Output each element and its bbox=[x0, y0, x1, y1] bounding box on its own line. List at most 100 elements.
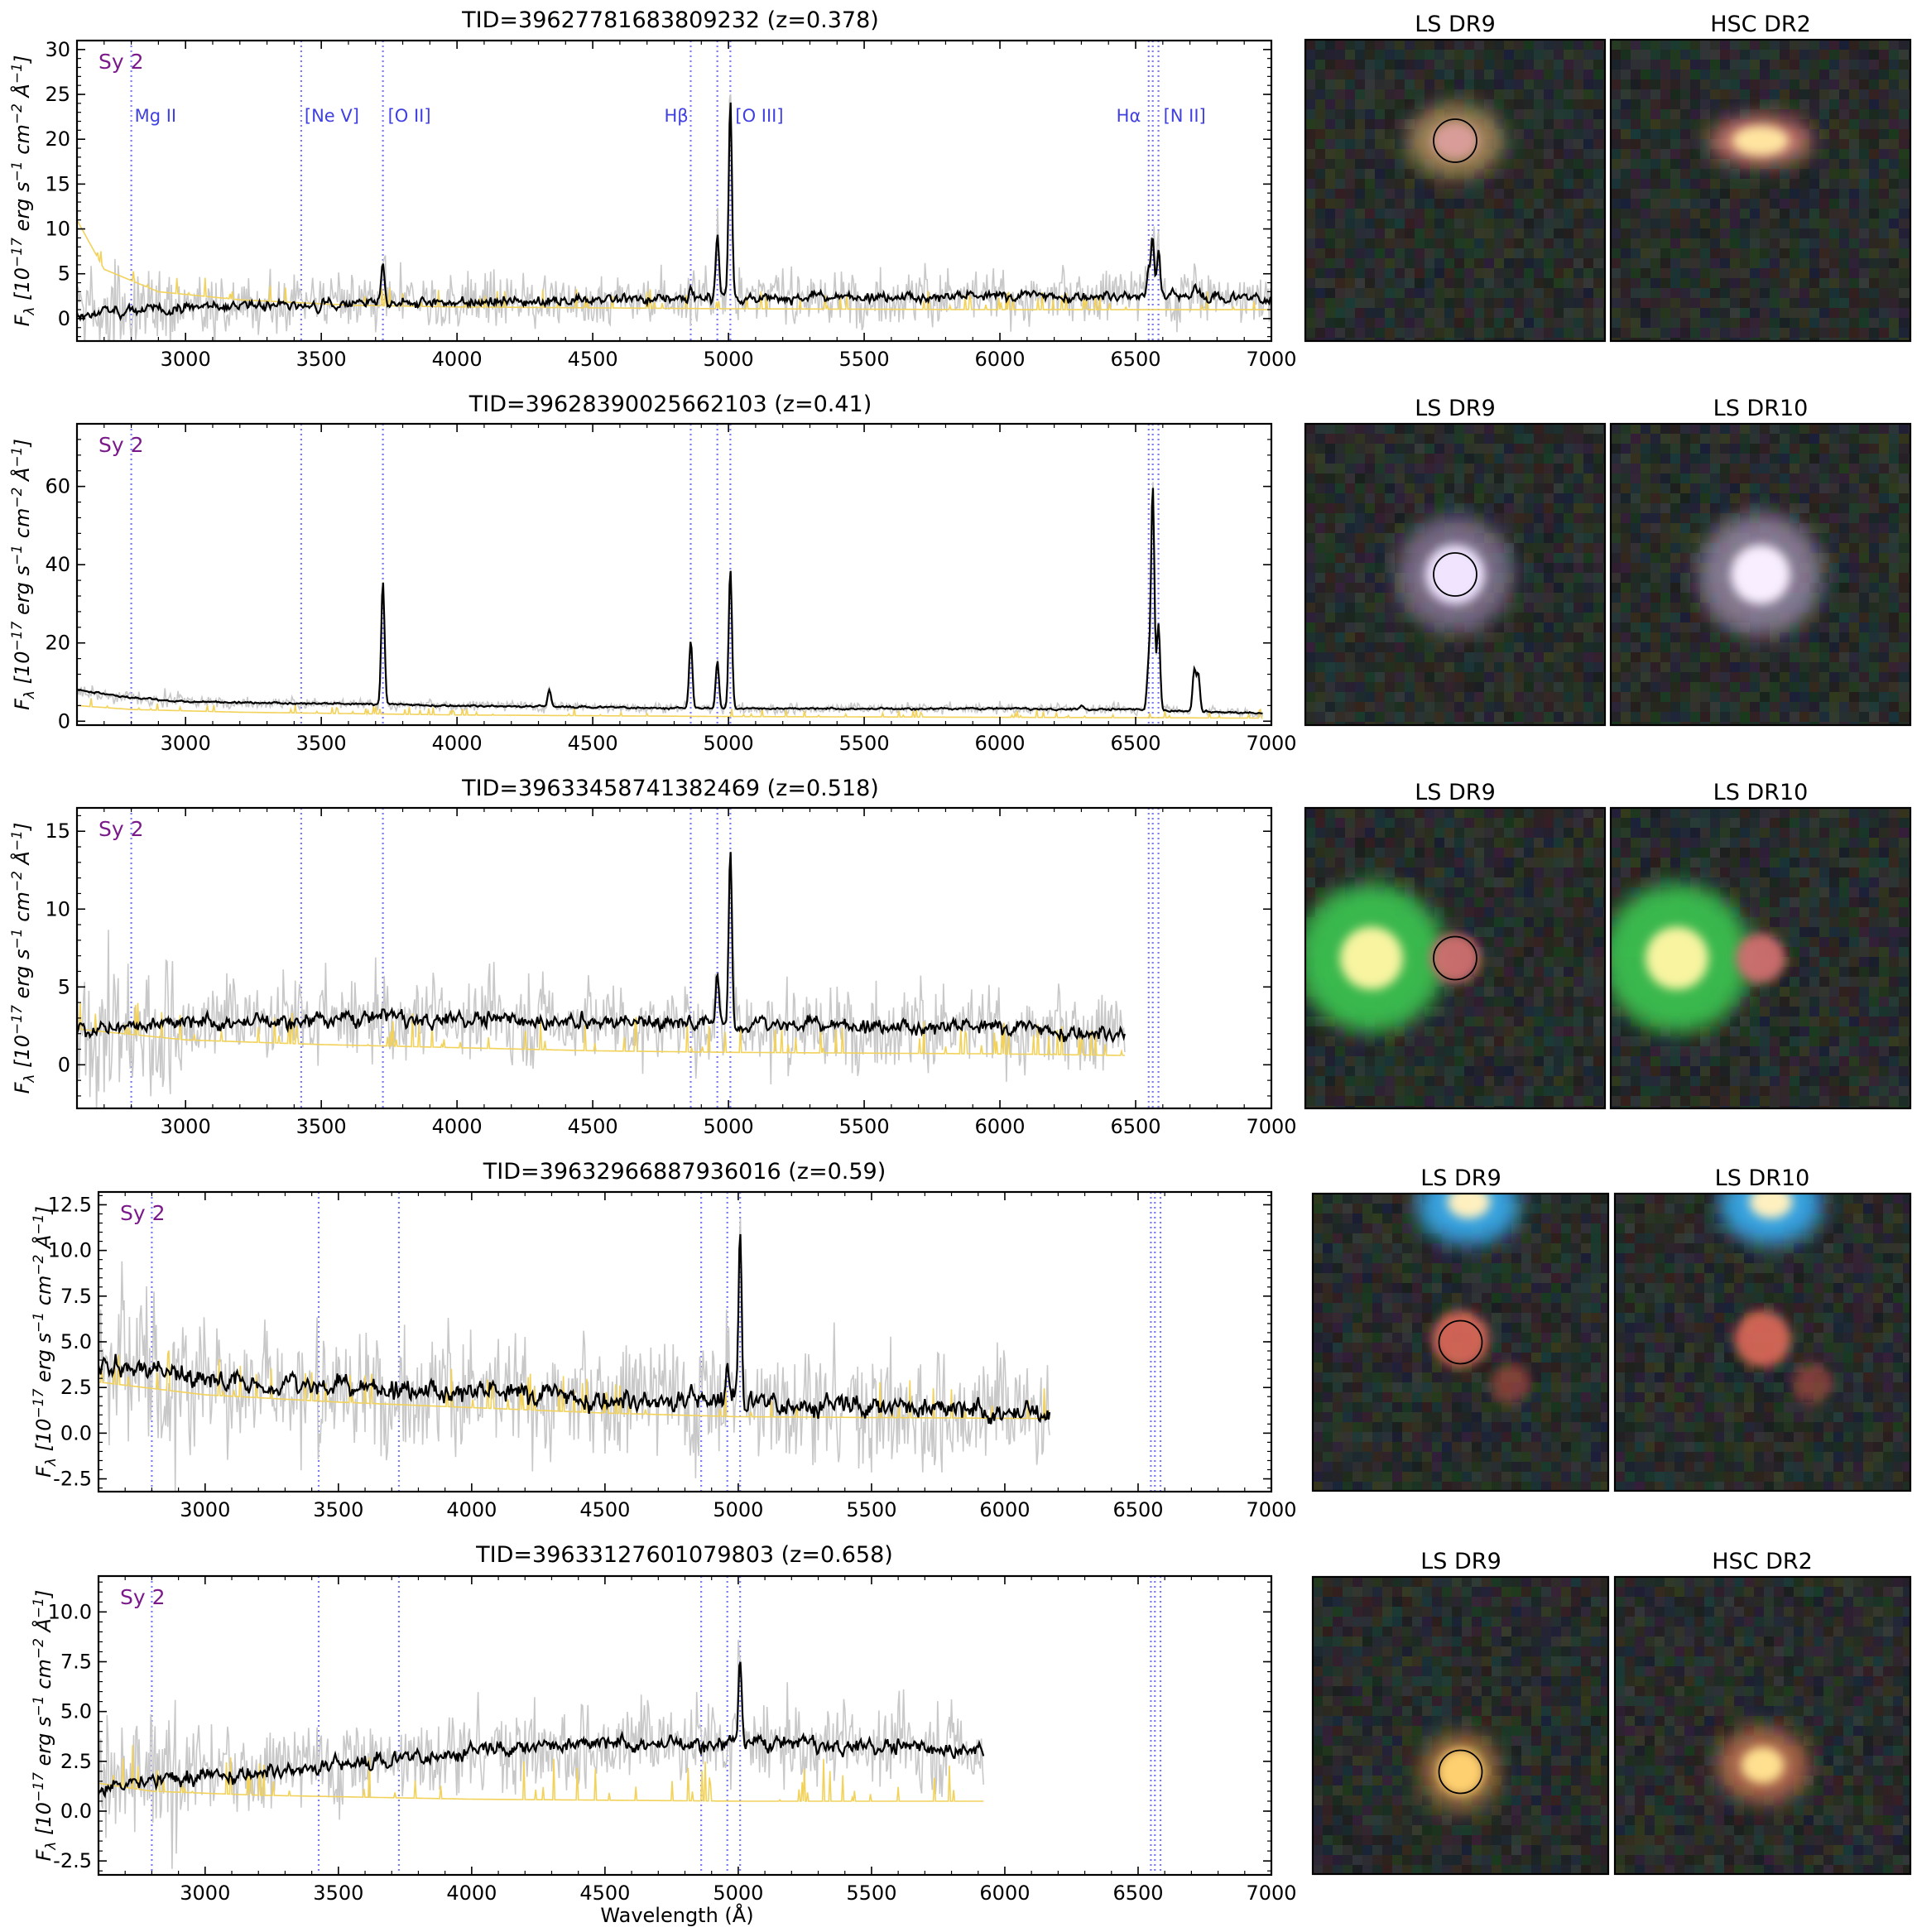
image-cutout: LS DR10 bbox=[1613, 1165, 1912, 1492]
x-tick-label: 4000 bbox=[446, 1498, 497, 1521]
line-label: Hα bbox=[1117, 106, 1141, 126]
x-tick-label: 6000 bbox=[979, 1882, 1030, 1905]
panel-title: TID=39628390025662103 (z=0.41) bbox=[468, 392, 872, 417]
cutout-label: LS DR10 bbox=[1713, 780, 1809, 805]
model-series bbox=[98, 1745, 984, 1802]
cutout-frame bbox=[1613, 1575, 1912, 1876]
cutout-label: LS DR9 bbox=[1420, 1549, 1501, 1574]
x-tick-label: 7000 bbox=[1246, 348, 1296, 371]
y-axis-label: Fλ [10−17 erg s−1 cm−2 Å−1] bbox=[9, 823, 38, 1094]
image-cutout: LS DR9 bbox=[1304, 396, 1607, 727]
class-label: Sy 2 bbox=[120, 1585, 166, 1609]
y-tick-label: 0 bbox=[58, 709, 70, 733]
smoothed-flux-series bbox=[77, 102, 1271, 322]
aperture-circle bbox=[1433, 118, 1477, 163]
spectrum-panel: TID=39632966887936016 (z=0.59) 3000 3500 40… bbox=[31, 1159, 1297, 1521]
x-tick-label: 6500 bbox=[1112, 1498, 1163, 1521]
x-tick-label: 7000 bbox=[1246, 732, 1296, 755]
y-axis-label: Fλ [10−17 erg s−1 cm−2 Å−1] bbox=[31, 1206, 60, 1478]
y-tick-label: 10.0 bbox=[48, 1600, 92, 1623]
y-tick-label: 12.5 bbox=[48, 1193, 92, 1216]
cutout-frame bbox=[1311, 1575, 1610, 1876]
cutout-frame bbox=[1613, 1192, 1912, 1492]
smoothed-flux-series bbox=[77, 852, 1126, 1044]
cutout-image bbox=[1615, 1577, 1910, 1874]
aperture-circle bbox=[1438, 1319, 1483, 1365]
raw-flux-series bbox=[77, 852, 1126, 1108]
image-cutout: HSC DR2 bbox=[1609, 12, 1912, 343]
x-tick-label: 3000 bbox=[180, 1498, 230, 1521]
x-tick-label: 6000 bbox=[975, 732, 1026, 755]
raw-flux-series bbox=[98, 1218, 1050, 1492]
y-tick-label: 15 bbox=[45, 819, 70, 843]
smoothed-flux-series bbox=[77, 488, 1263, 715]
smoothed-flux-series bbox=[98, 1661, 985, 1799]
y-tick-label: 60 bbox=[45, 475, 70, 498]
spectrum-data bbox=[77, 94, 1271, 341]
y-axis-label: Fλ [10−17 erg s−1 cm−2 Å−1] bbox=[9, 55, 38, 327]
y-tick-label: 0 bbox=[58, 307, 70, 330]
x-tick-label: 7000 bbox=[1246, 1882, 1296, 1905]
x-tick-label: 6500 bbox=[1110, 1115, 1160, 1138]
spectrum-panel: TID=39628390025662103 (z=0.41) 3000 3500 40… bbox=[9, 392, 1297, 755]
y-tick-label: 2.5 bbox=[60, 1376, 92, 1399]
image-cutouts: LS DR9 HSC DR2 LS DR9 LS DR10 LS DR9 LS DR10 L… bbox=[1304, 12, 1912, 1876]
spectra-panels: TID=39627781683809232 (z=0.378) 3000 3500 4… bbox=[9, 7, 1297, 1905]
x-tick-label: 4000 bbox=[432, 732, 483, 755]
y-tick-label: 5 bbox=[58, 262, 70, 286]
plot-frame bbox=[97, 1190, 1273, 1493]
x-tick-label: 4500 bbox=[579, 1882, 630, 1905]
x-tick-label: 6500 bbox=[1110, 348, 1160, 371]
cutout-image bbox=[1611, 808, 1910, 1108]
y-tick-label: 7.5 bbox=[60, 1650, 92, 1673]
raw-flux-series bbox=[77, 482, 1264, 719]
x-tick-label: 4500 bbox=[568, 732, 618, 755]
cutout-frame bbox=[1609, 422, 1912, 727]
y-tick-label: 0.0 bbox=[60, 1800, 92, 1823]
panel-title: TID=39627781683809232 (z=0.378) bbox=[461, 7, 879, 33]
x-tick-label: 7000 bbox=[1246, 1115, 1296, 1138]
cutout-frame bbox=[1304, 422, 1607, 727]
x-tick-label: 3500 bbox=[313, 1882, 363, 1905]
spectrum-panel: TID=39627781683809232 (z=0.378) 3000 3500 4… bbox=[9, 7, 1297, 371]
line-label: [O II] bbox=[388, 106, 431, 126]
aperture-circle bbox=[1438, 1749, 1483, 1795]
cutout-label: LS DR9 bbox=[1415, 12, 1496, 37]
spectrum-data bbox=[77, 852, 1126, 1108]
x-tick-label: 4000 bbox=[446, 1882, 497, 1905]
y-tick-label: 20 bbox=[45, 632, 70, 655]
image-cutout: LS DR9 bbox=[1304, 12, 1607, 343]
x-tick-label: 5500 bbox=[839, 1115, 890, 1138]
line-label: [Ne V] bbox=[305, 106, 359, 126]
aperture-circle bbox=[1433, 935, 1477, 981]
x-tick-label: 6000 bbox=[975, 1115, 1026, 1138]
x-tick-label: 3500 bbox=[296, 348, 347, 371]
x-tick-label: 5500 bbox=[846, 1498, 896, 1521]
panel-title: TID=39633458741382469 (z=0.518) bbox=[461, 776, 879, 801]
cutout-label: LS DR9 bbox=[1415, 396, 1496, 421]
y-axis-label: Fλ [10−17 erg s−1 cm−2 Å−1] bbox=[9, 439, 38, 710]
x-tick-label: 5000 bbox=[704, 1115, 754, 1138]
x-tick-label: 4000 bbox=[432, 1115, 483, 1138]
cutout-frame bbox=[1304, 38, 1607, 343]
image-cutout: LS DR9 bbox=[1311, 1549, 1610, 1876]
y-axis-label: Fλ [10−17 erg s−1 cm−2 Å−1] bbox=[31, 1590, 60, 1862]
x-tick-label: 4500 bbox=[579, 1498, 630, 1521]
class-label: Sy 2 bbox=[120, 1201, 166, 1225]
cutout-image bbox=[1305, 40, 1605, 341]
cutout-image bbox=[1305, 808, 1605, 1108]
aperture-circle bbox=[1433, 552, 1477, 597]
image-cutout: LS DR9 bbox=[1311, 1165, 1610, 1492]
cutout-frame bbox=[1609, 38, 1912, 343]
y-tick-label: 2.5 bbox=[60, 1750, 92, 1773]
cutout-image bbox=[1611, 424, 1910, 725]
cutout-image bbox=[1305, 424, 1605, 725]
x-tick-label: 5500 bbox=[839, 732, 890, 755]
x-tick-label: 5500 bbox=[839, 348, 890, 371]
image-cutout: LS DR10 bbox=[1609, 780, 1912, 1110]
y-tick-label: 0.0 bbox=[60, 1421, 92, 1444]
cutout-image bbox=[1313, 1194, 1608, 1491]
image-cutout: LS DR9 bbox=[1304, 780, 1607, 1110]
x-tick-label: 5000 bbox=[704, 348, 754, 371]
